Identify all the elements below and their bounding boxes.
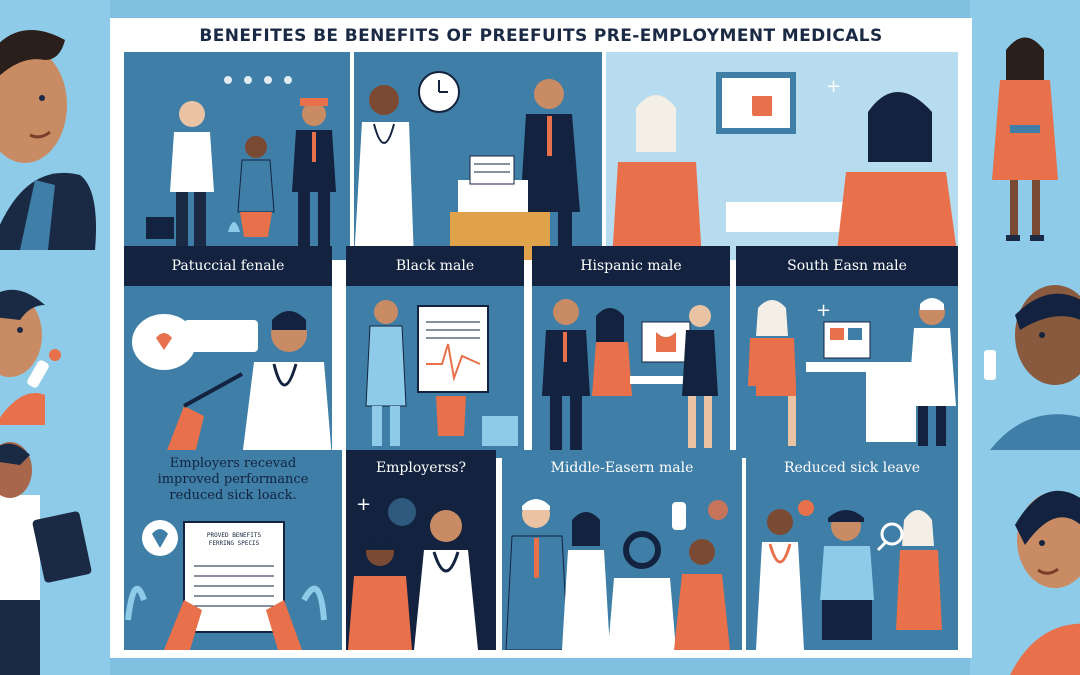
doctor-figure: [756, 509, 804, 650]
woman-figure: [592, 308, 632, 396]
man-figure-right: [674, 539, 730, 650]
panel-black-male: Black male: [346, 246, 524, 458]
document-text-line: PROVED BENEFITS: [206, 532, 262, 539]
panel-caption-multiline: Employers recevad improved performance r…: [124, 450, 342, 504]
poster: BENEFITES BE BENEFITS OF PREEFUITS PRE-E…: [110, 18, 972, 658]
employerss-illustration: +: [346, 450, 496, 650]
middle-easern-illustration: [502, 450, 742, 650]
speech-bubble: [184, 320, 258, 352]
doctor-figure: [354, 85, 414, 260]
panel-south-easn-male: + South Easn male: [736, 246, 958, 458]
woman-face-illustration: [1010, 490, 1080, 675]
panel-caption: South Easn male: [736, 246, 958, 286]
man-figure: [505, 499, 569, 650]
desk: [806, 362, 916, 372]
heart-icon: [156, 333, 172, 350]
team-illustration: [124, 52, 350, 260]
machine: [458, 180, 528, 212]
panel-hispanic-male: Hispanic male: [532, 246, 730, 458]
doctor-figure: [908, 298, 956, 446]
consultation-illustration: + +: [606, 52, 958, 260]
caption-line: improved performance: [157, 472, 309, 487]
panel-reduced-sick-leave: Reduced sick leave: [746, 450, 958, 650]
employers-illustration: [124, 450, 342, 650]
document-text: PROVED BENEFITS FERRING SPECIS: [190, 532, 278, 548]
panel-team-with-briefcase: [124, 52, 350, 260]
woman-patient-figure: [612, 95, 702, 260]
doctor-figure: [414, 510, 478, 650]
doctor-figure: [146, 101, 214, 252]
heart-icon: [152, 529, 168, 548]
panel-doctor-at-desk: [354, 52, 602, 260]
businesswoman-illustration: [992, 37, 1058, 241]
man-in-suit-figure: [292, 98, 336, 252]
woman-portrait-illustration: [0, 289, 61, 425]
panel-patient-consultation: + +: [606, 52, 958, 260]
woman-figure: [896, 510, 942, 630]
man-face-illustration: [984, 285, 1080, 450]
woman-figure: [348, 537, 412, 650]
chain-of-people-icon: [224, 76, 292, 84]
woman-patient-figure: [748, 300, 796, 446]
left-side-strip: [0, 0, 110, 675]
svg-text:+: +: [738, 103, 755, 127]
panel-patuccial-fenale: Patuccial fenale: [124, 246, 332, 458]
hand: [164, 406, 204, 458]
poster-title: BENEFITES BE BENEFITS OF PREEFUITS PRE-E…: [199, 26, 883, 46]
south-easn-illustration: +: [736, 246, 958, 458]
woman-doctor-figure: [562, 512, 610, 650]
panel-caption: Employerss?: [375, 460, 467, 476]
svg-text:+: +: [816, 300, 831, 321]
woman-figure: [237, 136, 275, 237]
man-portrait-illustration: [0, 0, 110, 250]
patient-figure: [820, 510, 874, 640]
right-side-strip: [970, 0, 1080, 675]
man-figure: [542, 299, 590, 452]
panel-middle-easern-male: Middle-Easern male: [502, 450, 742, 650]
panel-caption: Patuccial fenale: [124, 246, 332, 286]
woman-in-hijab-figure: [608, 531, 676, 650]
panel-caption: Hispanic male: [532, 246, 730, 286]
woman-with-clipboard-illustration: [0, 442, 92, 675]
clipboard: [417, 305, 489, 393]
panel-caption: Reduced sick leave: [783, 460, 921, 476]
caption-line: Employers recevad: [169, 456, 297, 471]
panel-employers-improved-performance: Employers recevad improved performance r…: [124, 450, 342, 650]
svg-text:+: +: [826, 76, 841, 97]
doctor-figure: [242, 311, 332, 458]
panel-caption: Middle-Easern male: [550, 460, 694, 476]
svg-text:+: +: [356, 494, 371, 515]
panel-employerss: + Employerss?: [346, 450, 496, 650]
doctor-desk-illustration: [354, 52, 602, 260]
reduced-sick-leave-illustration: [746, 450, 958, 650]
doctor-figure: [836, 92, 958, 260]
caption-line: reduced sick loack.: [169, 488, 297, 503]
woman-in-suit-figure: [682, 305, 718, 448]
document-text-line: FERRING SPECIS: [208, 540, 260, 547]
doctor-figure: [365, 300, 407, 446]
panel-caption: Black male: [346, 246, 524, 286]
magnifier-icon: [880, 522, 904, 546]
